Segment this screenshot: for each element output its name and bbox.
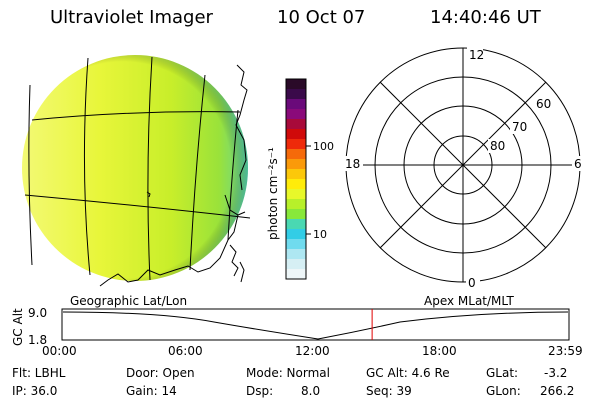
colorbar-swatch <box>286 109 306 120</box>
mlt-label-12: 12 <box>469 48 484 62</box>
status-dsp-label: Dsp: <box>246 384 274 398</box>
colorbar-swatch <box>286 159 306 170</box>
polar-caption: Apex MLat/MLT <box>424 294 514 308</box>
mlt-label-18: 18 <box>345 157 360 171</box>
yaxis-tick-1.8: 1.8 <box>28 333 47 347</box>
altitude-curve <box>62 311 569 340</box>
mlat-label-60: 60 <box>536 97 551 111</box>
colorbar-swatch <box>286 239 306 250</box>
mlat-label-70: 70 <box>512 120 527 134</box>
colorbar-swatch <box>286 119 306 130</box>
xaxis-tick-1800: 18:00 <box>422 344 457 358</box>
mlt-label-0: 0 <box>468 276 476 290</box>
colorbar-swatch <box>286 259 306 270</box>
mlat-label-80: 80 <box>490 139 505 153</box>
header-date: 10 Oct 07 <box>277 7 366 28</box>
colorbar-swatch <box>286 199 306 210</box>
colorbar-swatch <box>286 139 306 150</box>
yaxis-label: GC Alt <box>11 308 25 346</box>
colorbar-swatch <box>286 129 306 140</box>
image-caption: Geographic Lat/Lon <box>70 294 188 308</box>
status-glat-value: -3.2 <box>544 366 568 380</box>
colorbar-swatch <box>286 249 306 260</box>
status-gc-alt: GC Alt: 4.6 Re <box>366 366 450 380</box>
colorbar-swatch <box>286 209 306 220</box>
colorbar-unit-label: photon cm⁻²s⁻¹ <box>266 147 280 240</box>
status-glat-label: GLat: <box>486 366 519 380</box>
xaxis-tick-0000: 00:00 <box>42 344 77 358</box>
uv-emission-disk <box>22 55 248 281</box>
xaxis-tick-0600: 06:00 <box>168 344 203 358</box>
status-dsp-value: 8.0 <box>301 384 321 398</box>
mlt-label-6: 6 <box>574 157 582 171</box>
status-glon-value: 266.2 <box>540 384 575 398</box>
colorbar-swatch <box>286 79 306 90</box>
xaxis-tick-2359: 23:59 <box>548 344 583 358</box>
colorbar-tick-100: 100 <box>313 140 334 153</box>
coastline-outlines <box>99 64 248 287</box>
colorbar-swatch <box>286 149 306 160</box>
colorbar-swatch <box>286 169 306 180</box>
header-time: 14:40:46 UT <box>430 7 541 28</box>
colorbar-swatch <box>286 189 306 200</box>
colorbar-swatch <box>286 179 306 190</box>
xaxis-tick-1200: 12:00 <box>295 344 330 358</box>
status-filter: Flt: LBHL <box>12 366 66 380</box>
status-gain: Gain: 14 <box>126 384 177 398</box>
colorbar-swatch <box>286 219 306 230</box>
app-title: Ultraviolet Imager <box>50 7 213 28</box>
geographic-grid <box>24 56 251 281</box>
status-seq: Seq: 39 <box>366 384 412 398</box>
status-ip: IP: 36.0 <box>12 384 58 398</box>
colorbar-swatch <box>286 229 306 240</box>
colorbar-swatch <box>286 269 306 280</box>
colorbar-tick-10: 10 <box>313 228 327 241</box>
status-mode: Mode: Normal <box>246 366 330 380</box>
yaxis-tick-9: 9.0 <box>28 306 47 320</box>
colorbar-swatch <box>286 99 306 110</box>
colorbar-swatch <box>286 89 306 100</box>
status-glon-label: GLon: <box>486 384 521 398</box>
status-door: Door: Open <box>126 366 195 380</box>
